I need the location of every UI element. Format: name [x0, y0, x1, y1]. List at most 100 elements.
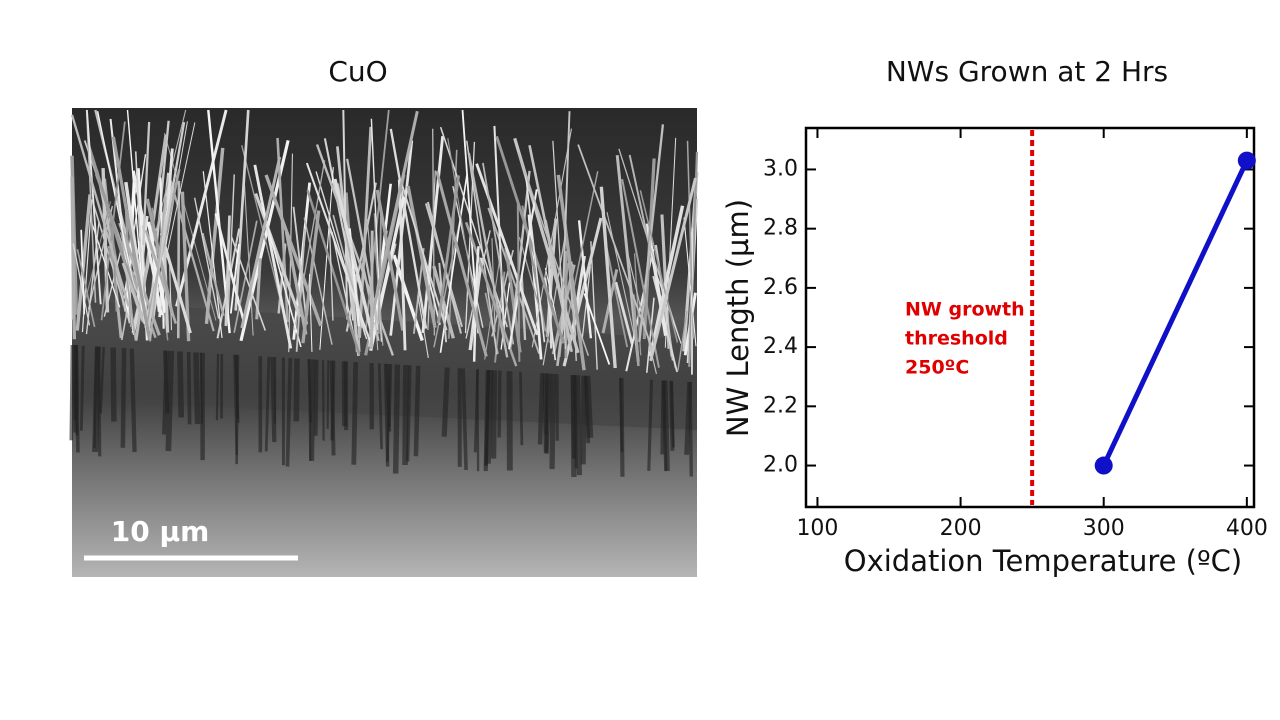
- nanowire: [121, 262, 145, 323]
- nanowire: [621, 178, 660, 368]
- columnar-grain: [92, 346, 101, 453]
- nanowire: [240, 156, 282, 329]
- columnar-grain: [313, 359, 319, 436]
- y-tick-label: 2.2: [763, 393, 798, 418]
- columnar-grain: [186, 351, 192, 425]
- columnar-grain: [584, 375, 594, 438]
- columnar-grain: [110, 347, 117, 422]
- nanowire: [70, 114, 130, 307]
- threshold-label: NW growth: [905, 299, 1025, 321]
- nanowire: [374, 241, 384, 346]
- nanowire: [111, 136, 152, 340]
- nanowire: [605, 246, 629, 348]
- threshold-label: 250ºC: [905, 357, 969, 379]
- nanowire: [234, 109, 250, 311]
- nanowire: [632, 294, 640, 367]
- nanowire: [92, 201, 130, 322]
- nanowire: [229, 243, 240, 314]
- columnar-grain: [413, 365, 421, 457]
- columnar-grain: [165, 350, 175, 452]
- x-tick-label: 100: [796, 516, 838, 541]
- nanowire: [202, 171, 223, 338]
- columnar-grain: [326, 360, 330, 429]
- columnar-grain: [388, 364, 393, 427]
- nanowire: [85, 109, 102, 305]
- nanowire: [484, 261, 500, 360]
- columnar-grain: [406, 365, 412, 462]
- nanowire: [465, 140, 498, 355]
- columnar-grain: [497, 370, 502, 438]
- nanowire: [377, 212, 382, 334]
- nanowire: [308, 274, 313, 352]
- scale-bar-label: 10 µm: [111, 515, 210, 548]
- nanowire: [397, 179, 407, 351]
- nanowire: [96, 111, 139, 307]
- nanowire: [545, 218, 558, 337]
- nanowire: [531, 128, 573, 348]
- nanowire: [438, 262, 448, 343]
- nanowire: [426, 201, 462, 334]
- nanowire: [319, 166, 334, 350]
- columnar-grain: [215, 353, 220, 421]
- y-tick-label: 2.4: [763, 334, 798, 359]
- y-tick-label: 2.6: [763, 275, 798, 300]
- nanowire: [389, 128, 428, 329]
- columnar-grain: [670, 380, 675, 448]
- nanowire: [261, 206, 302, 348]
- nanowire: [648, 205, 685, 357]
- columnar-grain: [461, 368, 468, 470]
- nanowire: [646, 297, 655, 373]
- columnar-grain: [330, 360, 336, 441]
- data-point: [1094, 456, 1113, 475]
- nanowire: [169, 264, 173, 331]
- nanowire: [333, 178, 374, 334]
- nanowire: [482, 162, 515, 345]
- image-title: CuO: [328, 55, 387, 88]
- columnar-grain: [663, 380, 668, 472]
- columnar-grain: [377, 363, 383, 450]
- nanowire: [292, 206, 308, 325]
- columnar-grain: [402, 365, 409, 466]
- nanowire: [475, 163, 539, 336]
- columnar-grain: [544, 373, 549, 435]
- nanowire: [508, 189, 538, 350]
- nanowire: [201, 232, 225, 317]
- columnar-grain: [441, 367, 450, 437]
- columnar-grain: [74, 345, 79, 436]
- nanowire: [224, 215, 231, 327]
- nanowire: [146, 121, 186, 334]
- x-axis-label: Oxidation Temperature (ºC): [844, 544, 1242, 578]
- nanowire: [524, 174, 546, 343]
- columnar-grain: [285, 358, 293, 467]
- nanowire: [75, 194, 92, 331]
- columnar-grain: [688, 382, 693, 477]
- x-tick-label: 300: [1083, 516, 1125, 541]
- nanowire: [303, 217, 333, 345]
- nanowire: [577, 144, 654, 351]
- nanowire: [504, 247, 522, 353]
- nanowire: [639, 190, 679, 343]
- y-tick-label: 2.8: [763, 216, 798, 241]
- nanowire: [464, 221, 518, 367]
- nanowire: [517, 151, 590, 357]
- columnar-grain: [69, 345, 75, 441]
- columnar-grain: [129, 348, 137, 453]
- nanowire: [400, 183, 448, 331]
- columnar-grain: [647, 379, 654, 471]
- nanowire: [518, 236, 550, 343]
- nanowire: [76, 249, 96, 328]
- columnar-grain: [549, 373, 556, 470]
- nanowire: [577, 220, 593, 339]
- columnar-grain: [270, 356, 277, 443]
- columnar-grain: [309, 359, 316, 461]
- nanowire: [599, 186, 617, 369]
- nanowire: [683, 217, 697, 347]
- columnar-grain: [120, 348, 127, 448]
- columnar-grain: [307, 359, 313, 423]
- nanowire: [436, 175, 461, 324]
- threshold-label: threshold: [905, 328, 1008, 350]
- nanowire: [72, 243, 91, 326]
- nanowire: [87, 205, 114, 310]
- nanowire: [649, 177, 697, 362]
- nanowire: [163, 132, 217, 321]
